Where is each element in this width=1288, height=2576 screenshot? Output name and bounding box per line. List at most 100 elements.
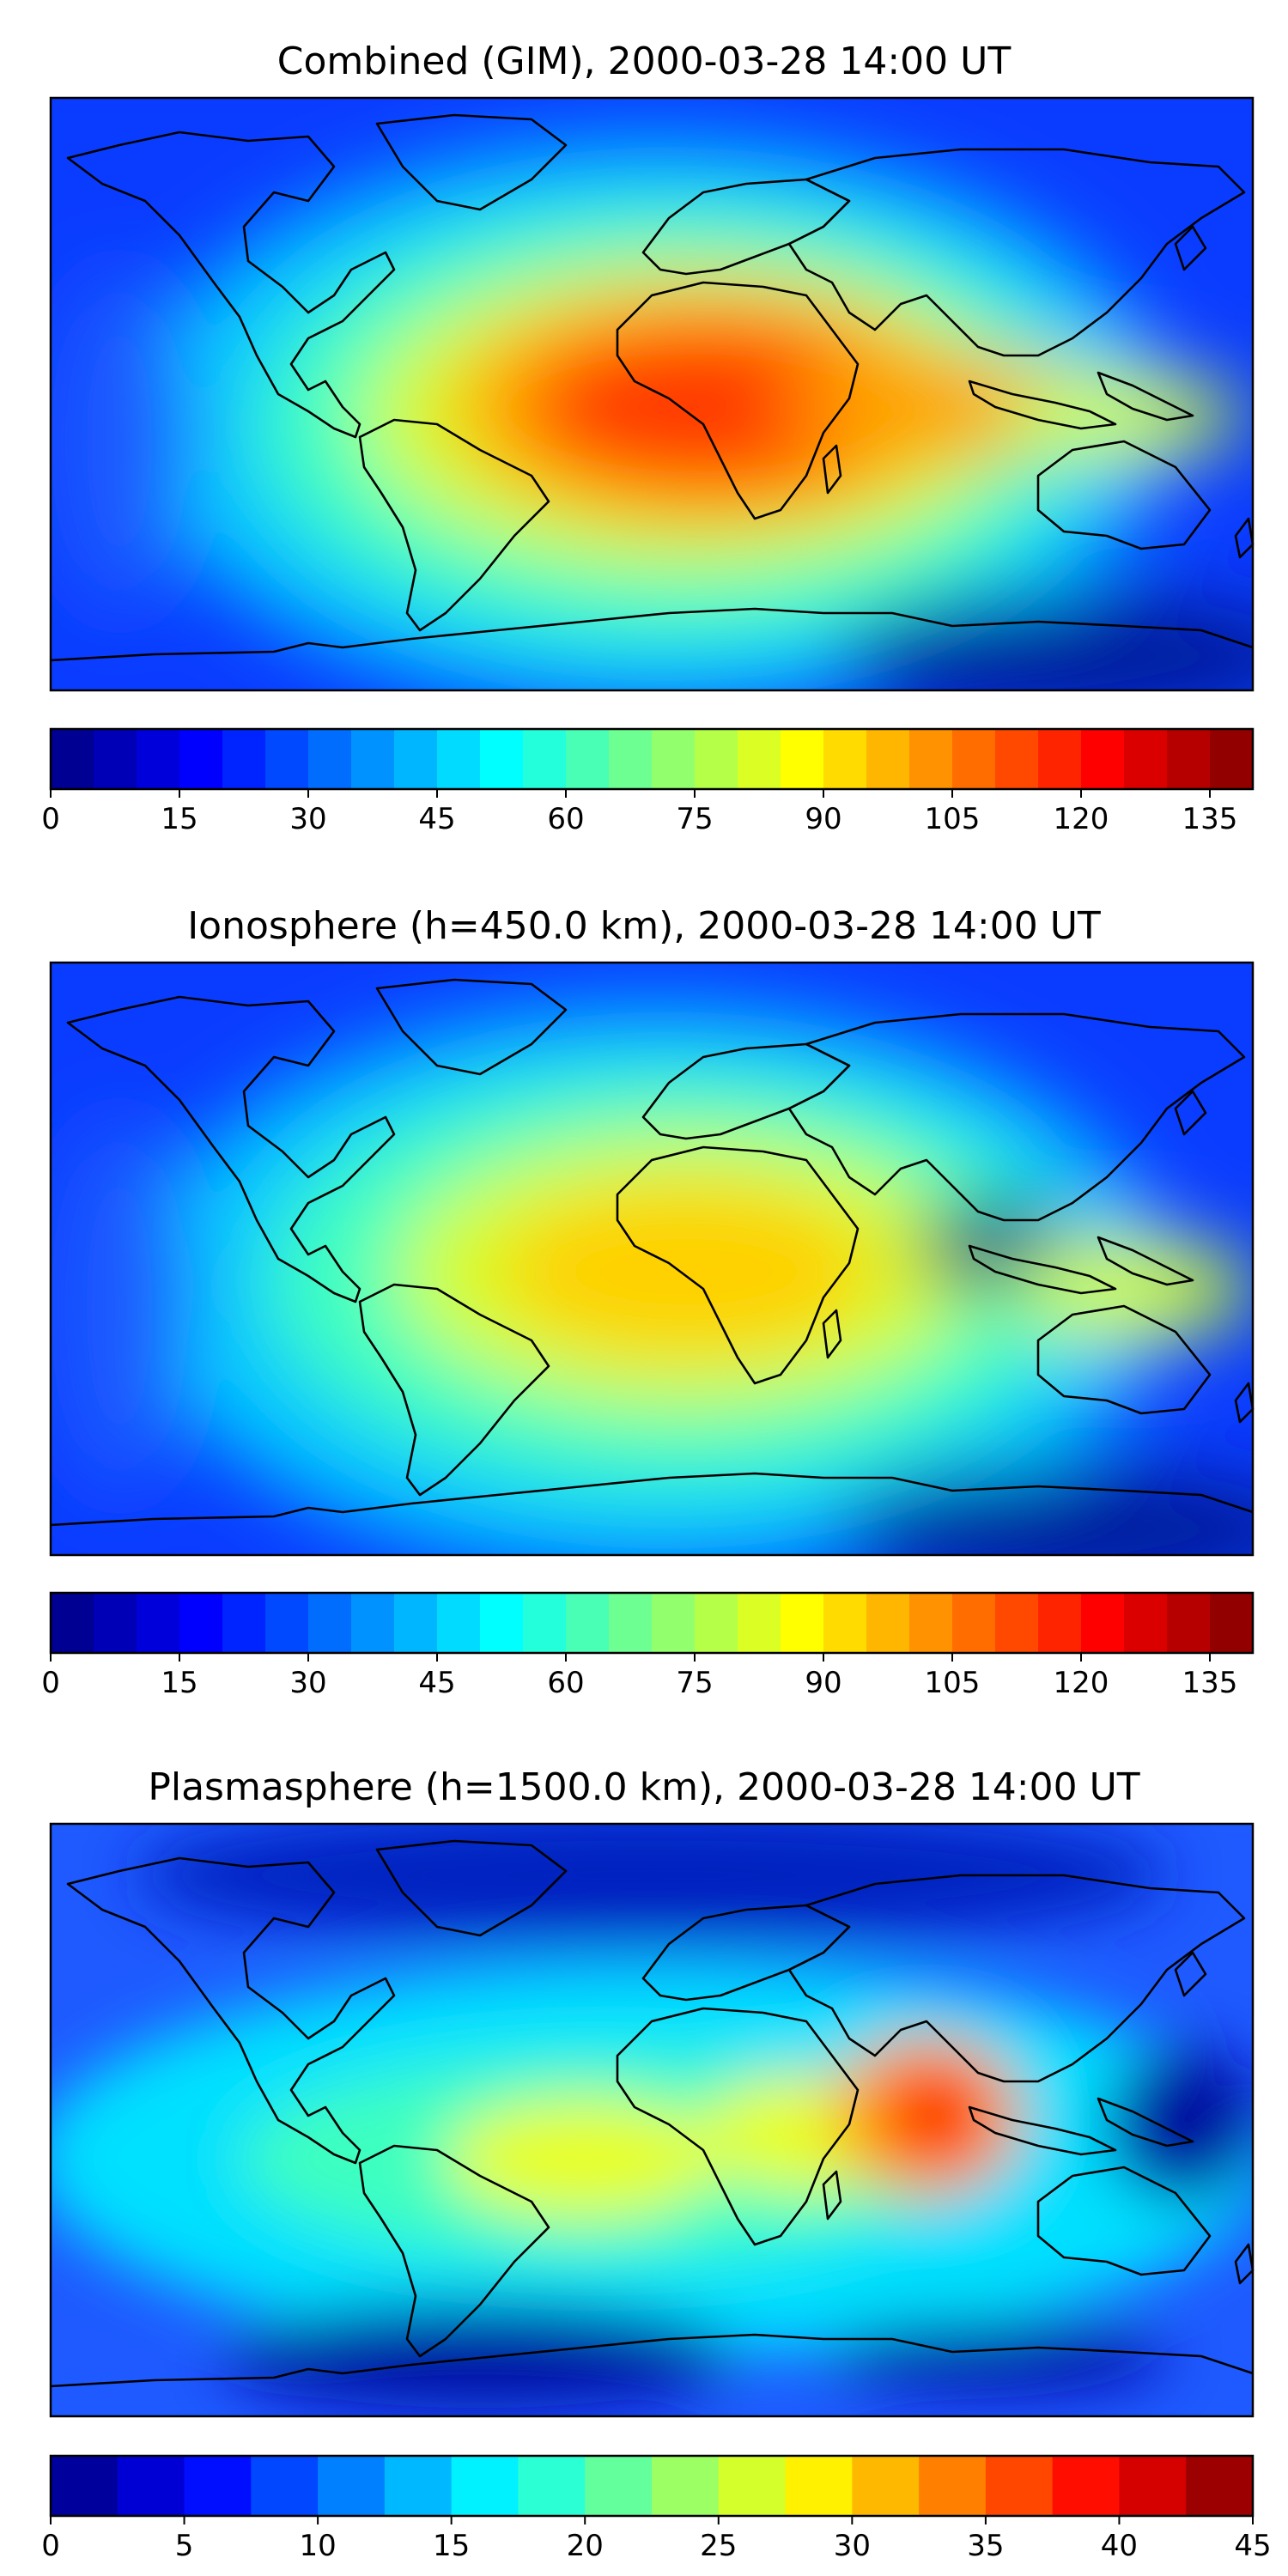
- colorbar-tick-label: 30: [289, 802, 326, 836]
- colorbar-swatch: [222, 729, 266, 789]
- colorbar-swatch: [609, 729, 653, 789]
- colorbar-swatch: [137, 729, 180, 789]
- colorbar-swatch: [781, 1593, 824, 1653]
- colorbar-swatch: [1167, 1593, 1211, 1653]
- colorbar-tick-label: 40: [1101, 2529, 1138, 2563]
- colorbar-tick-label: 105: [925, 802, 981, 836]
- colorbar-tick-label: 15: [161, 1666, 197, 1700]
- colorbar-tick-label: 105: [925, 1666, 981, 1700]
- colorbar-swatch: [1210, 729, 1254, 789]
- panel-combined-title: Combined (GIM), 2000-03-28 14:00 UT: [277, 39, 1012, 83]
- panel-plasmasphere: Plasmasphere (h=1500.0 km), 2000-03-28 1…: [41, 1765, 1272, 2563]
- colorbar-swatch: [609, 1593, 653, 1653]
- map-plasmasphere: [49, 1822, 1255, 2418]
- colorbar-swatch: [184, 2456, 252, 2516]
- colorbar-swatch: [384, 2456, 453, 2516]
- colorbar-swatch: [137, 1593, 180, 1653]
- colorbar-swatch: [308, 729, 352, 789]
- colorbar-swatch: [265, 729, 309, 789]
- colorbar-tick-label: 120: [1054, 802, 1109, 836]
- colorbar-swatch: [1186, 2456, 1254, 2516]
- colorbar-tick-label: 45: [1234, 2529, 1271, 2563]
- colorbar-tick-label: 135: [1182, 802, 1238, 836]
- colorbar-tick-label: 90: [805, 1666, 841, 1700]
- colorbar-tick-label: 15: [433, 2529, 470, 2563]
- colorbar-swatch: [318, 2456, 386, 2516]
- colorbar-swatch: [566, 1593, 610, 1653]
- colorbar-swatch: [265, 1593, 309, 1653]
- colorbar-tick-label: 5: [175, 2529, 194, 2563]
- colorbar-swatch: [308, 1593, 352, 1653]
- colorbar-swatch: [1210, 1593, 1254, 1653]
- colorbar-plasmasphere: 0 5 10 15 20 25 30 35 40 45: [41, 2454, 1272, 2563]
- colorbar-swatch: [523, 1593, 567, 1653]
- colorbar-combined: 0 15 30 45 60 75 90 105 120 135: [41, 727, 1255, 836]
- colorbar-swatch: [985, 2456, 1054, 2516]
- colorbar-swatch: [738, 729, 781, 789]
- colorbar-tick-label: 45: [418, 1666, 455, 1700]
- colorbar-swatch: [695, 1593, 738, 1653]
- colorbar-tick-label: 60: [547, 802, 584, 836]
- colorbar-swatch: [94, 729, 137, 789]
- map-ionosphere: [49, 961, 1255, 1557]
- colorbar-tick-label: 0: [41, 1666, 60, 1700]
- colorbar-swatch: [179, 729, 223, 789]
- colorbar-swatch: [1081, 1593, 1125, 1653]
- colorbar-swatch: [51, 729, 94, 789]
- colorbar-tick-label: 10: [299, 2529, 336, 2563]
- colorbar-swatch: [1124, 729, 1168, 789]
- colorbar-swatch: [738, 1593, 781, 1653]
- colorbar-ionosphere: 0 15 30 45 60 75 90 105 120 135: [41, 1591, 1255, 1700]
- colorbar-swatch: [866, 729, 910, 789]
- colorbar-swatch: [823, 729, 867, 789]
- colorbar-swatch: [117, 2456, 185, 2516]
- colorbar-swatch: [523, 729, 567, 789]
- colorbar-swatch: [919, 2456, 987, 2516]
- colorbar-swatch: [1124, 1593, 1168, 1653]
- colorbar-swatch: [566, 729, 610, 789]
- colorbar-swatch: [952, 729, 996, 789]
- colorbar-tick-label: 30: [834, 2529, 871, 2563]
- colorbar-tick-label: 75: [676, 1666, 713, 1700]
- colorbar-tick-label: 25: [700, 2529, 737, 2563]
- panel-ionosphere-title: Ionosphere (h=450.0 km), 2000-03-28 14:0…: [187, 904, 1101, 948]
- colorbar-swatch: [518, 2456, 586, 2516]
- colorbar-tick-label: 0: [41, 802, 60, 836]
- colorbar-swatch: [222, 1593, 266, 1653]
- panel-plasmasphere-title: Plasmasphere (h=1500.0 km), 2000-03-28 1…: [148, 1765, 1139, 1809]
- colorbar-swatch: [251, 2456, 319, 2516]
- colorbar-swatch: [394, 1593, 438, 1653]
- colorbar-swatch: [823, 1593, 867, 1653]
- colorbar-swatch: [480, 1593, 524, 1653]
- colorbar-swatch: [51, 1593, 94, 1653]
- colorbar-swatch: [394, 729, 438, 789]
- colorbar-swatch: [480, 729, 524, 789]
- colorbar-swatch: [652, 729, 696, 789]
- colorbar-swatch: [652, 2456, 720, 2516]
- colorbar-swatch: [909, 729, 953, 789]
- colorbar-swatch: [866, 1593, 910, 1653]
- colorbar-tick-label: 20: [567, 2529, 604, 2563]
- colorbar-tick-label: 15: [161, 802, 197, 836]
- colorbar-swatch: [1038, 729, 1082, 789]
- map-combined: [49, 96, 1255, 692]
- colorbar-tick-label: 120: [1054, 1666, 1109, 1700]
- colorbar-swatch: [351, 729, 395, 789]
- panel-ionosphere: Ionosphere (h=450.0 km), 2000-03-28 14:0…: [41, 904, 1255, 1700]
- colorbar-swatch: [852, 2456, 920, 2516]
- colorbar-swatch: [952, 1593, 996, 1653]
- colorbar-swatch: [451, 2456, 519, 2516]
- colorbar-swatch: [995, 729, 1039, 789]
- colorbar-swatch: [1081, 729, 1125, 789]
- colorbar-swatch: [1038, 1593, 1082, 1653]
- colorbar-swatch: [51, 2456, 118, 2516]
- colorbar-tick-label: 35: [967, 2529, 1004, 2563]
- colorbar-swatch: [94, 1593, 137, 1653]
- colorbar-swatch: [1119, 2456, 1187, 2516]
- colorbar-swatch: [1052, 2456, 1121, 2516]
- colorbar-swatch: [652, 1593, 696, 1653]
- colorbar-swatch: [995, 1593, 1039, 1653]
- colorbar-swatch: [351, 1593, 395, 1653]
- colorbar-swatch: [437, 729, 481, 789]
- colorbar-tick-label: 45: [418, 802, 455, 836]
